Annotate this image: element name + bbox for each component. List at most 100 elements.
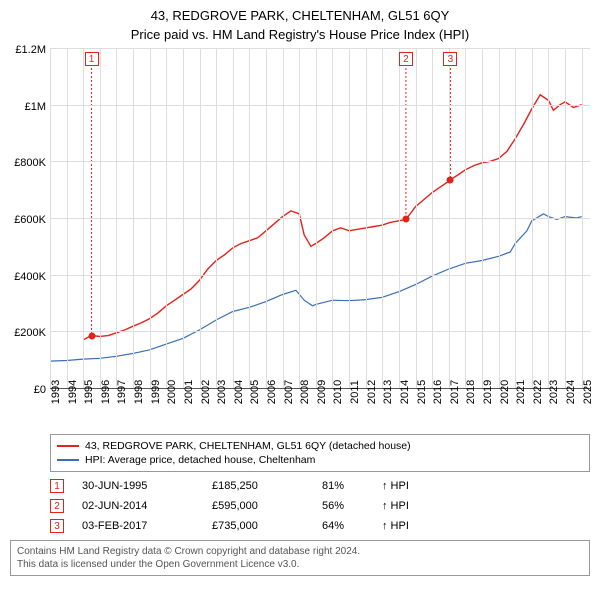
gridline (349, 48, 350, 388)
gridline (449, 48, 450, 388)
x-tick-label: 1998 (133, 380, 145, 404)
x-tick-label: 2005 (249, 380, 261, 404)
gridline (50, 331, 590, 332)
gridline (482, 48, 483, 388)
gridline (565, 48, 566, 388)
sale-pct: 56% (322, 500, 382, 512)
attribution-footer: Contains HM Land Registry data © Crown c… (10, 540, 590, 576)
sale-price: £735,000 (212, 520, 322, 532)
x-tick-label: 1997 (116, 380, 128, 404)
gridline (50, 218, 590, 219)
legend-item: HPI: Average price, detached house, Chel… (57, 453, 583, 467)
y-tick-label: £200K (14, 327, 46, 339)
chart-container: 43, REDGROVE PARK, CHELTENHAM, GL51 6QY … (0, 0, 600, 590)
sale-dot (88, 332, 95, 339)
gridline (432, 48, 433, 388)
gridline (216, 48, 217, 388)
gridline (582, 48, 583, 388)
gridline (249, 48, 250, 388)
x-tick-label: 2014 (399, 380, 411, 404)
x-tick-label: 2025 (582, 380, 594, 404)
sales-table: 130-JUN-1995£185,25081%↑ HPI 2 02-JUN-2014… (50, 476, 590, 536)
x-tick-label: 2002 (200, 380, 212, 404)
x-tick-label: 2001 (183, 380, 195, 404)
y-tick-label: £600K (14, 214, 46, 226)
y-tick-label: £1M (25, 101, 46, 113)
sale-price: £595,000 (212, 500, 322, 512)
x-tick-label: 1995 (83, 380, 95, 404)
gridline (382, 48, 383, 388)
legend-label: HPI: Average price, detached house, Chel… (85, 454, 315, 466)
sale-marker-box: 3 (443, 52, 457, 66)
sale-date: 02-JUN-2014 (82, 500, 212, 512)
x-tick-label: 2023 (548, 380, 560, 404)
x-tick-label: 2008 (299, 380, 311, 404)
y-tick-label: £1.2M (15, 44, 46, 56)
gridline (67, 48, 68, 388)
gridline (50, 48, 51, 388)
gridline (50, 161, 590, 162)
sale-row-marker: 1 (50, 479, 64, 493)
gridline (283, 48, 284, 388)
legend-item: 43, REDGROVE PARK, CHELTENHAM, GL51 6QY … (57, 439, 583, 453)
legend-swatch (57, 445, 79, 447)
gridline (548, 48, 549, 388)
gridline (399, 48, 400, 388)
sale-row: 303-FEB-2017£735,00064%↑ HPI (50, 516, 590, 536)
chart-title: 43, REDGROVE PARK, CHELTENHAM, GL51 6QY (0, 0, 600, 23)
x-tick-label: 1993 (50, 380, 62, 404)
gridline (133, 48, 134, 388)
sale-price: £185,250 (212, 480, 322, 492)
sale-marker-box: 2 (399, 52, 413, 66)
x-tick-label: 1994 (67, 380, 79, 404)
x-tick-label: 2016 (432, 380, 444, 404)
x-tick-label: 2009 (316, 380, 328, 404)
gridline (366, 48, 367, 388)
gridline (83, 48, 84, 388)
sale-dot (447, 176, 454, 183)
x-tick-label: 2007 (283, 380, 295, 404)
footer-line-1: Contains HM Land Registry data © Crown c… (17, 545, 583, 558)
y-tick-label: £0 (34, 384, 46, 396)
x-tick-label: 1999 (150, 380, 162, 404)
gridline (316, 48, 317, 388)
gridline (266, 48, 267, 388)
sale-pct: 81% (322, 480, 382, 492)
x-tick-label: 2022 (532, 380, 544, 404)
gridline (200, 48, 201, 388)
legend: 43, REDGROVE PARK, CHELTENHAM, GL51 6QY … (50, 434, 590, 472)
gridline (233, 48, 234, 388)
x-tick-label: 2010 (332, 380, 344, 404)
x-tick-label: 1996 (100, 380, 112, 404)
sale-arrow-icon: ↑ HPI (382, 500, 409, 512)
x-tick-label: 2000 (166, 380, 178, 404)
plot-area: 123 (50, 48, 590, 388)
plot: 123 (50, 48, 590, 388)
x-tick-label: 2024 (565, 380, 577, 404)
x-tick-label: 2018 (465, 380, 477, 404)
legend-label: 43, REDGROVE PARK, CHELTENHAM, GL51 6QY … (85, 440, 411, 452)
gridline (299, 48, 300, 388)
gridline (532, 48, 533, 388)
sale-dot (402, 216, 409, 223)
x-tick-label: 2011 (349, 380, 361, 404)
x-tick-label: 2015 (416, 380, 428, 404)
sale-row-marker: 2 (50, 499, 64, 513)
sale-arrow-icon: ↑ HPI (382, 520, 409, 532)
gridline (50, 275, 590, 276)
x-tick-label: 2019 (482, 380, 494, 404)
x-tick-label: 2006 (266, 380, 278, 404)
gridline (50, 48, 590, 49)
x-tick-label: 2003 (216, 380, 228, 404)
y-tick-label: £400K (14, 271, 46, 283)
x-tick-label: 2012 (366, 380, 378, 404)
y-axis: £0£200K£400K£600K£800K£1M£1.2M (0, 50, 50, 390)
sale-row: 2 02-JUN-2014£595,00056%↑ HPI (50, 496, 590, 516)
gridline (465, 48, 466, 388)
sale-row: 130-JUN-1995£185,25081%↑ HPI (50, 476, 590, 496)
gridline (100, 48, 101, 388)
chart-subtitle: Price paid vs. HM Land Registry's House … (0, 23, 600, 48)
footer-line-2: This data is licensed under the Open Gov… (17, 558, 583, 571)
x-axis: 1993199419951996199719981999200020012002… (50, 388, 590, 428)
gridline (183, 48, 184, 388)
